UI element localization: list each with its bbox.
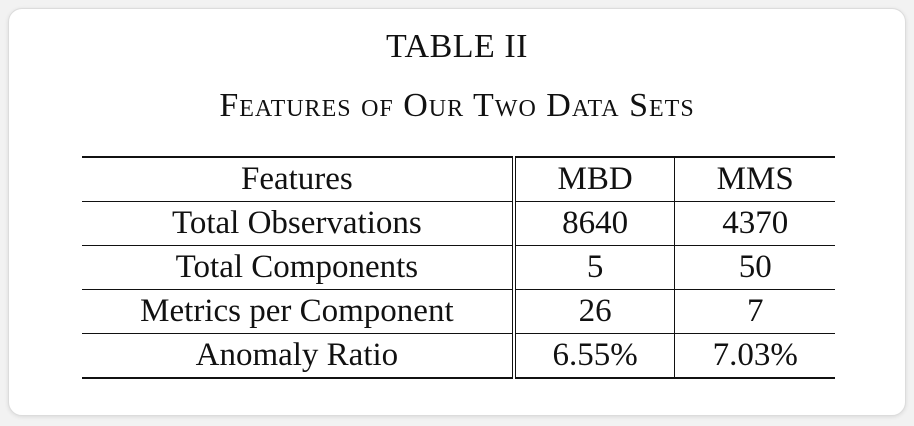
header-mbd: MBD xyxy=(513,156,676,202)
row-mms-cell: 4370 xyxy=(722,205,789,241)
row-feature-cell: Total Components xyxy=(82,245,516,290)
table-caption: Features of Our Two Data Sets xyxy=(219,87,695,124)
table-row: Total Observations 8640 4370 xyxy=(82,201,835,246)
row-feature-cell: Metrics per Component xyxy=(82,289,516,334)
table-label: TABLE II xyxy=(386,28,528,65)
row-mms-cell: 7.03% xyxy=(712,337,798,373)
row-mms-cell: 50 xyxy=(738,249,772,285)
table-row: Total Components 5 50 xyxy=(82,245,835,290)
row-mbd-cell: 5 xyxy=(513,245,676,290)
row-mms-cell: 7 xyxy=(746,293,764,329)
features-table: Features MBD MMS Total Observations 8640… xyxy=(82,156,835,379)
row-mbd-cell: 26 xyxy=(513,289,676,334)
row-mbd-cell: 6.55% xyxy=(513,333,676,378)
row-mbd-cell: 8640 xyxy=(513,201,676,246)
header-features: Features xyxy=(82,156,516,202)
table-row: Anomaly Ratio 6.55% 7.03% xyxy=(82,333,835,378)
table-header-row: Features MBD MMS xyxy=(82,156,835,202)
header-mms: MMS xyxy=(674,156,835,202)
row-feature-cell: Total Observations xyxy=(82,201,516,246)
table-row: Metrics per Component 26 7 xyxy=(82,289,835,334)
row-feature-cell: Anomaly Ratio xyxy=(82,333,516,378)
